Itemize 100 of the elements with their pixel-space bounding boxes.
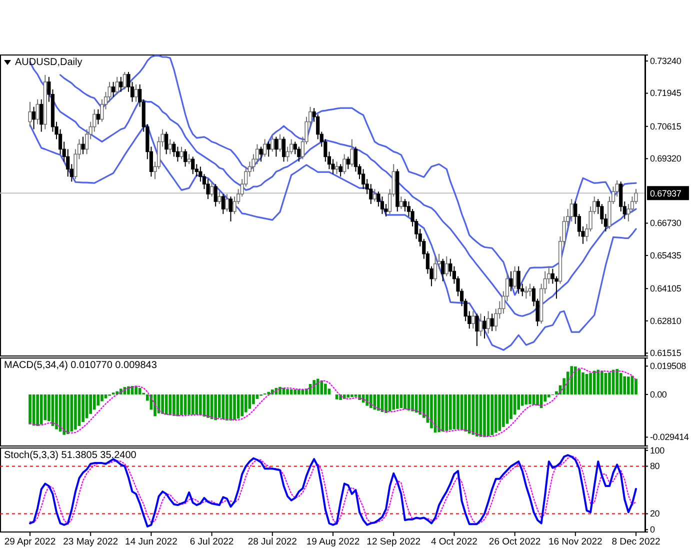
bar (92, 394, 96, 410)
candlestick (172, 141, 176, 158)
x-tick-label: 23 May 2022 (63, 536, 118, 548)
bar (430, 394, 433, 428)
y-tick-label: 0.70615 (650, 121, 682, 132)
bar (392, 394, 395, 410)
candlestick (263, 138, 267, 158)
y-tick-label: 0.61515 (650, 348, 682, 358)
candlestick (399, 196, 403, 210)
bar (180, 394, 183, 416)
candlestick (433, 256, 438, 282)
candlestick (342, 154, 346, 175)
y-tick-label: 0.66730 (650, 218, 682, 228)
candlestick (346, 156, 350, 170)
y-tick-label: 0.62810 (650, 316, 682, 326)
candlestick (259, 146, 263, 162)
candlestick (444, 256, 448, 277)
bar (324, 384, 327, 394)
candlestick (482, 316, 486, 340)
y-tick-label: 0.71945 (650, 88, 682, 98)
candlestick (471, 310, 475, 330)
chart-title: MACD(5,34,4) 0.010770 0.009843 (4, 360, 158, 371)
bar (369, 394, 372, 408)
bar (445, 394, 448, 431)
bar (396, 394, 399, 409)
bar (585, 374, 588, 394)
candlestick (183, 148, 188, 168)
chart-title: Stoch(5,3,3) 51.3805 35.2400 (4, 450, 137, 461)
bar (244, 394, 248, 412)
candlestick (112, 81, 116, 98)
candlestick (191, 156, 195, 175)
candlestick (210, 181, 214, 198)
bar (536, 394, 539, 406)
candlestick (180, 146, 184, 160)
y-tick-label: 0.64105 (650, 283, 682, 294)
bar (161, 394, 164, 414)
bar (267, 392, 270, 394)
bar (350, 394, 354, 398)
x-tick-label: 19 Aug 2022 (306, 536, 360, 548)
y-tick-label: 20 (650, 508, 660, 519)
bar (452, 394, 456, 430)
candlestick (513, 266, 517, 290)
bar (312, 380, 316, 394)
candlestick (218, 191, 222, 205)
candlestick (221, 194, 225, 214)
bar (104, 394, 108, 398)
bar (582, 372, 584, 394)
bar (464, 394, 467, 432)
candlestick (338, 164, 342, 178)
bar (528, 394, 532, 404)
bar (188, 394, 190, 415)
candlestick (81, 136, 85, 155)
candlestick (214, 184, 218, 207)
candlestick (334, 161, 339, 175)
bar (494, 394, 498, 433)
bar (55, 394, 58, 430)
y-tick-label: 0.73240 (650, 56, 682, 66)
bar (191, 394, 194, 415)
x-tick-label: 29 Apr 2022 (4, 536, 56, 548)
bar (619, 372, 622, 394)
x-tick-label: 26 Oct 2022 (488, 536, 541, 548)
bar (384, 394, 388, 414)
chart-title: AUDUSD,Daily (15, 57, 82, 68)
x-tick-label: 6 Jul 2022 (190, 536, 234, 548)
candlestick (266, 141, 270, 158)
candlestick (164, 131, 168, 155)
ref-line-label: 0.67937 (650, 188, 682, 198)
bar (40, 394, 43, 424)
candlestick (270, 134, 274, 152)
candlestick (115, 76, 119, 95)
bar (574, 366, 577, 394)
bar (600, 370, 604, 394)
x-tick-label: 16 Nov 2022 (548, 536, 602, 548)
y-tick-label: 0 (650, 524, 655, 535)
bar (547, 394, 550, 398)
candlestick (516, 266, 520, 294)
bar (172, 394, 176, 416)
bar (411, 394, 414, 412)
bar (100, 394, 104, 402)
bar (520, 394, 524, 406)
bar (62, 394, 66, 435)
bar (168, 394, 172, 416)
y-tick-label: 0.019508 (650, 361, 686, 371)
candlestick (225, 194, 229, 212)
bar (418, 394, 422, 415)
candlestick (509, 270, 513, 292)
y-tick-label: 0.65435 (650, 250, 682, 260)
bar (206, 394, 210, 418)
candlestick (524, 286, 528, 300)
y-tick-label: 100 (650, 445, 665, 456)
bar (320, 380, 324, 394)
candlestick (40, 98, 44, 132)
bar (608, 372, 611, 394)
candlestick (282, 136, 286, 162)
candlestick (475, 313, 479, 347)
bar (28, 394, 32, 424)
x-tick-label: 28 Jul 2022 (248, 536, 297, 548)
bar (472, 394, 475, 435)
bar (616, 369, 618, 394)
bar (298, 390, 300, 394)
